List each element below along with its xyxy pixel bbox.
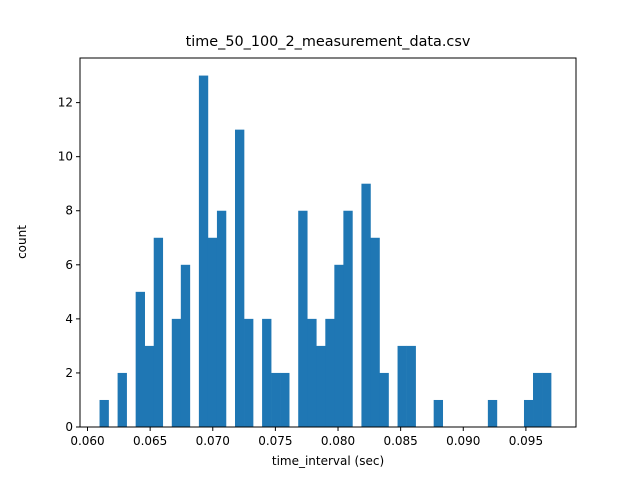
histogram-bar — [523, 399, 534, 427]
histogram-bar — [144, 345, 155, 427]
histogram-bar — [216, 210, 227, 427]
y-axis-label: count — [15, 225, 29, 259]
histogram-bar — [361, 183, 371, 427]
histogram-bar — [280, 372, 290, 427]
histogram-bar — [379, 372, 389, 427]
histogram-bar — [180, 264, 191, 427]
histogram-bar — [397, 345, 407, 427]
histogram-bar — [271, 372, 281, 427]
x-tick-label: 0.075 — [258, 434, 292, 448]
chart-title: time_50_100_2_measurement_data.csv — [185, 34, 471, 50]
x-tick-label: 0.070 — [196, 434, 230, 448]
x-tick-label: 0.090 — [446, 434, 480, 448]
histogram-bar — [334, 264, 344, 427]
y-tick-label: 10 — [58, 150, 73, 164]
x-tick-label: 0.060 — [70, 434, 104, 448]
histogram-bar — [487, 399, 498, 427]
histogram-bar — [117, 372, 127, 427]
y-axis-ticks: 0 2 4 6 8 10 12 — [58, 96, 80, 434]
histogram-bar — [433, 399, 444, 427]
y-tick-label: 4 — [65, 312, 73, 326]
histogram-bar — [298, 210, 308, 427]
histogram-bar — [135, 291, 145, 427]
y-tick-label: 2 — [65, 366, 73, 380]
histogram-bar — [370, 237, 380, 427]
histogram-bar — [262, 318, 272, 427]
x-axis-ticks: 0.060 0.065 0.070 0.075 0.080 0.085 0.090 0.095 — [70, 427, 543, 448]
histogram-bar — [244, 318, 254, 427]
x-tick-label: 0.085 — [383, 434, 417, 448]
histogram-bars — [99, 75, 552, 427]
x-tick-label: 0.095 — [509, 434, 543, 448]
histogram-bar — [235, 129, 245, 427]
histogram-bar — [153, 237, 164, 427]
y-tick-label: 12 — [58, 96, 73, 110]
histogram-bar — [171, 318, 182, 427]
histogram-bar — [325, 318, 335, 427]
histogram-bar — [307, 318, 317, 427]
y-tick-label: 8 — [65, 204, 73, 218]
histogram-bar — [343, 210, 353, 427]
histogram-bar — [406, 345, 416, 427]
y-tick-label: 6 — [65, 258, 73, 272]
x-axis-label: time_interval (sec) — [271, 454, 385, 468]
histogram-bar — [533, 372, 543, 427]
histogram-bar — [99, 399, 109, 427]
y-tick-label: 0 — [65, 420, 73, 434]
x-tick-label: 0.065 — [133, 434, 167, 448]
histogram-bar — [198, 75, 209, 427]
histogram-bar — [316, 345, 326, 427]
histogram-bar — [542, 372, 552, 427]
histogram-bar — [207, 237, 218, 427]
x-tick-label: 0.080 — [321, 434, 355, 448]
axes-frame — [79, 57, 577, 428]
